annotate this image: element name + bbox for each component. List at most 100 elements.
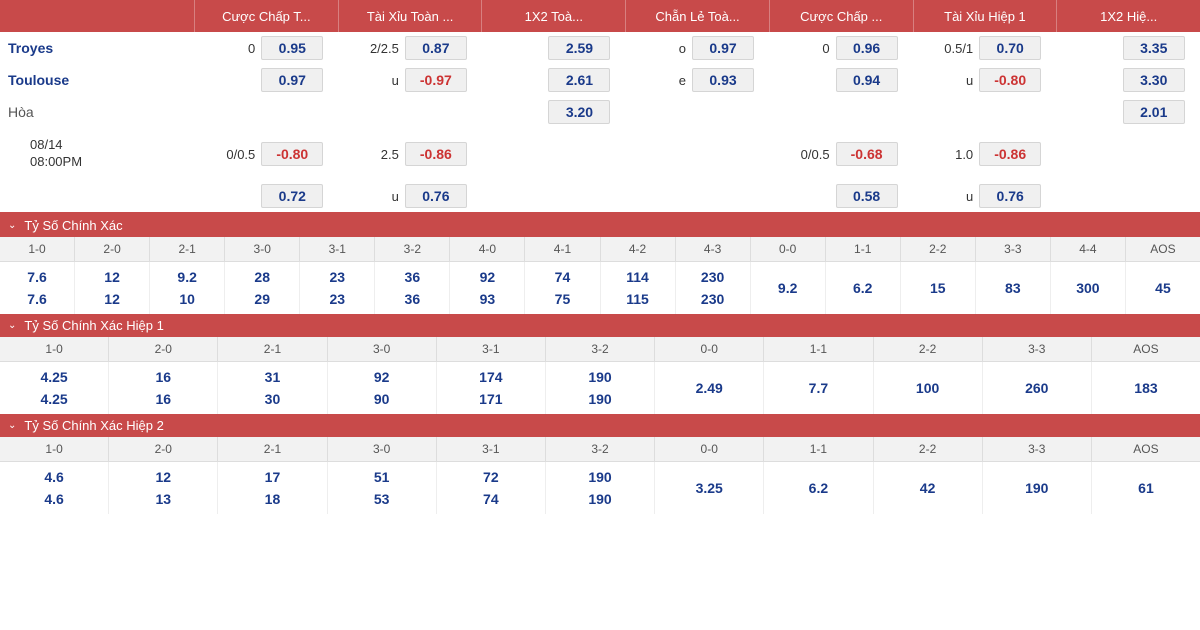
score-col-header: 4-0 — [450, 237, 525, 261]
score-value[interactable]: 18 — [265, 488, 281, 510]
odds-value[interactable]: 0.87 — [405, 36, 467, 60]
odds-value[interactable]: -0.97 — [405, 68, 467, 92]
odds-value[interactable]: -0.86 — [979, 142, 1041, 166]
score-value[interactable]: 51 — [374, 466, 390, 488]
score-col-header: 2-2 — [901, 237, 976, 261]
score-col-header: 2-2 — [874, 437, 983, 461]
odds-col: 3.35 — [1056, 36, 1200, 60]
odds-value[interactable]: 0.76 — [405, 184, 467, 208]
score-value[interactable]: 45 — [1155, 277, 1171, 299]
odds-value[interactable]: -0.80 — [261, 142, 323, 166]
score-value[interactable]: 29 — [254, 288, 270, 310]
score-value[interactable]: 12 — [104, 266, 120, 288]
score-value[interactable]: 4.25 — [40, 388, 67, 410]
score-col: 230230 — [676, 262, 751, 314]
score-value[interactable]: 36 — [405, 288, 421, 310]
score-value[interactable]: 53 — [374, 488, 390, 510]
score-value[interactable]: 12 — [155, 466, 171, 488]
odds-value[interactable]: -0.68 — [836, 142, 898, 166]
score-value[interactable]: 4.6 — [44, 488, 63, 510]
odds-value[interactable]: -0.86 — [405, 142, 467, 166]
score-col: 3636 — [375, 262, 450, 314]
score-value[interactable]: 190 — [1025, 477, 1048, 499]
score-value[interactable]: 4.6 — [44, 466, 63, 488]
accordion-header[interactable]: ⌄Tỷ Số Chính Xác Hiệp 1 — [0, 314, 1200, 337]
odds-value[interactable]: 0.95 — [261, 36, 323, 60]
score-value[interactable]: 174 — [479, 366, 502, 388]
score-value[interactable]: 92 — [374, 366, 390, 388]
score-value[interactable]: 74 — [483, 488, 499, 510]
odds-value[interactable]: 3.20 — [548, 100, 610, 124]
odds-value[interactable]: 0.76 — [979, 184, 1041, 208]
score-value[interactable]: 230 — [701, 266, 724, 288]
odds-value[interactable]: 0.96 — [836, 36, 898, 60]
odds-col: 2.5-0.86 — [339, 142, 483, 166]
score-value[interactable]: 13 — [155, 488, 171, 510]
score-value[interactable]: 230 — [701, 288, 724, 310]
score-value[interactable]: 10 — [179, 288, 195, 310]
odds-header-col: Tài Xỉu Toàn ... — [339, 0, 483, 32]
score-value[interactable]: 7.6 — [27, 288, 46, 310]
score-value[interactable]: 7.7 — [809, 377, 828, 399]
score-value[interactable]: 12 — [104, 288, 120, 310]
score-value[interactable]: 183 — [1134, 377, 1157, 399]
score-value[interactable]: 115 — [626, 288, 649, 310]
odds-value[interactable]: 2.01 — [1123, 100, 1185, 124]
score-value[interactable]: 6.2 — [853, 277, 872, 299]
score-value[interactable]: 74 — [555, 266, 571, 288]
score-value[interactable]: 6.2 — [809, 477, 828, 499]
accordion-header[interactable]: ⌄Tỷ Số Chính Xác — [0, 214, 1200, 237]
score-value[interactable]: 15 — [930, 277, 946, 299]
score-value[interactable]: 31 — [265, 366, 281, 388]
odds-value[interactable]: 0.72 — [261, 184, 323, 208]
score-value[interactable]: 36 — [405, 266, 421, 288]
score-value[interactable]: 9.2 — [177, 266, 196, 288]
score-value[interactable]: 42 — [920, 477, 936, 499]
score-value[interactable]: 190 — [588, 488, 611, 510]
odds-value[interactable]: 3.30 — [1123, 68, 1185, 92]
accordion-header[interactable]: ⌄Tỷ Số Chính Xác Hiệp 2 — [0, 414, 1200, 437]
score-value[interactable]: 92 — [480, 266, 496, 288]
score-value[interactable]: 61 — [1138, 477, 1154, 499]
odds-value[interactable]: 0.94 — [836, 68, 898, 92]
score-value[interactable]: 90 — [374, 388, 390, 410]
odds-col: u-0.80 — [913, 68, 1057, 92]
score-value[interactable]: 300 — [1076, 277, 1099, 299]
score-value[interactable]: 190 — [588, 388, 611, 410]
team-name: Troyes — [0, 40, 195, 56]
chevron-down-icon: ⌄ — [8, 420, 16, 431]
score-value[interactable]: 16 — [155, 366, 171, 388]
odds-value[interactable]: 0.97 — [692, 36, 754, 60]
score-value[interactable]: 260 — [1025, 377, 1048, 399]
score-value[interactable]: 17 — [265, 466, 281, 488]
odds-value[interactable]: 2.59 — [548, 36, 610, 60]
score-value[interactable]: 171 — [479, 388, 502, 410]
score-value[interactable]: 75 — [555, 288, 571, 310]
score-value[interactable]: 190 — [588, 466, 611, 488]
odds-col: 0.94 — [769, 68, 913, 92]
odds-header-col: Tài Xỉu Hiệp 1 — [914, 0, 1058, 32]
odds-value[interactable]: 0.93 — [692, 68, 754, 92]
score-value[interactable]: 114 — [626, 266, 649, 288]
score-value[interactable]: 7.6 — [27, 266, 46, 288]
score-value[interactable]: 72 — [483, 466, 499, 488]
score-value[interactable]: 16 — [155, 388, 171, 410]
odds-value[interactable]: 2.61 — [548, 68, 610, 92]
score-value[interactable]: 4.25 — [40, 366, 67, 388]
score-value[interactable]: 30 — [265, 388, 281, 410]
score-value[interactable]: 100 — [916, 377, 939, 399]
score-value[interactable]: 3.25 — [696, 477, 723, 499]
score-value[interactable]: 190 — [588, 366, 611, 388]
odds-value[interactable]: 0.70 — [979, 36, 1041, 60]
score-value[interactable]: 23 — [329, 288, 345, 310]
score-value[interactable]: 93 — [480, 288, 496, 310]
score-value[interactable]: 83 — [1005, 277, 1021, 299]
score-value[interactable]: 2.49 — [696, 377, 723, 399]
odds-value[interactable]: 0.58 — [836, 184, 898, 208]
odds-value[interactable]: 0.97 — [261, 68, 323, 92]
score-value[interactable]: 9.2 — [778, 277, 797, 299]
score-value[interactable]: 28 — [254, 266, 270, 288]
score-value[interactable]: 23 — [329, 266, 345, 288]
odds-value[interactable]: -0.80 — [979, 68, 1041, 92]
odds-value[interactable]: 3.35 — [1123, 36, 1185, 60]
